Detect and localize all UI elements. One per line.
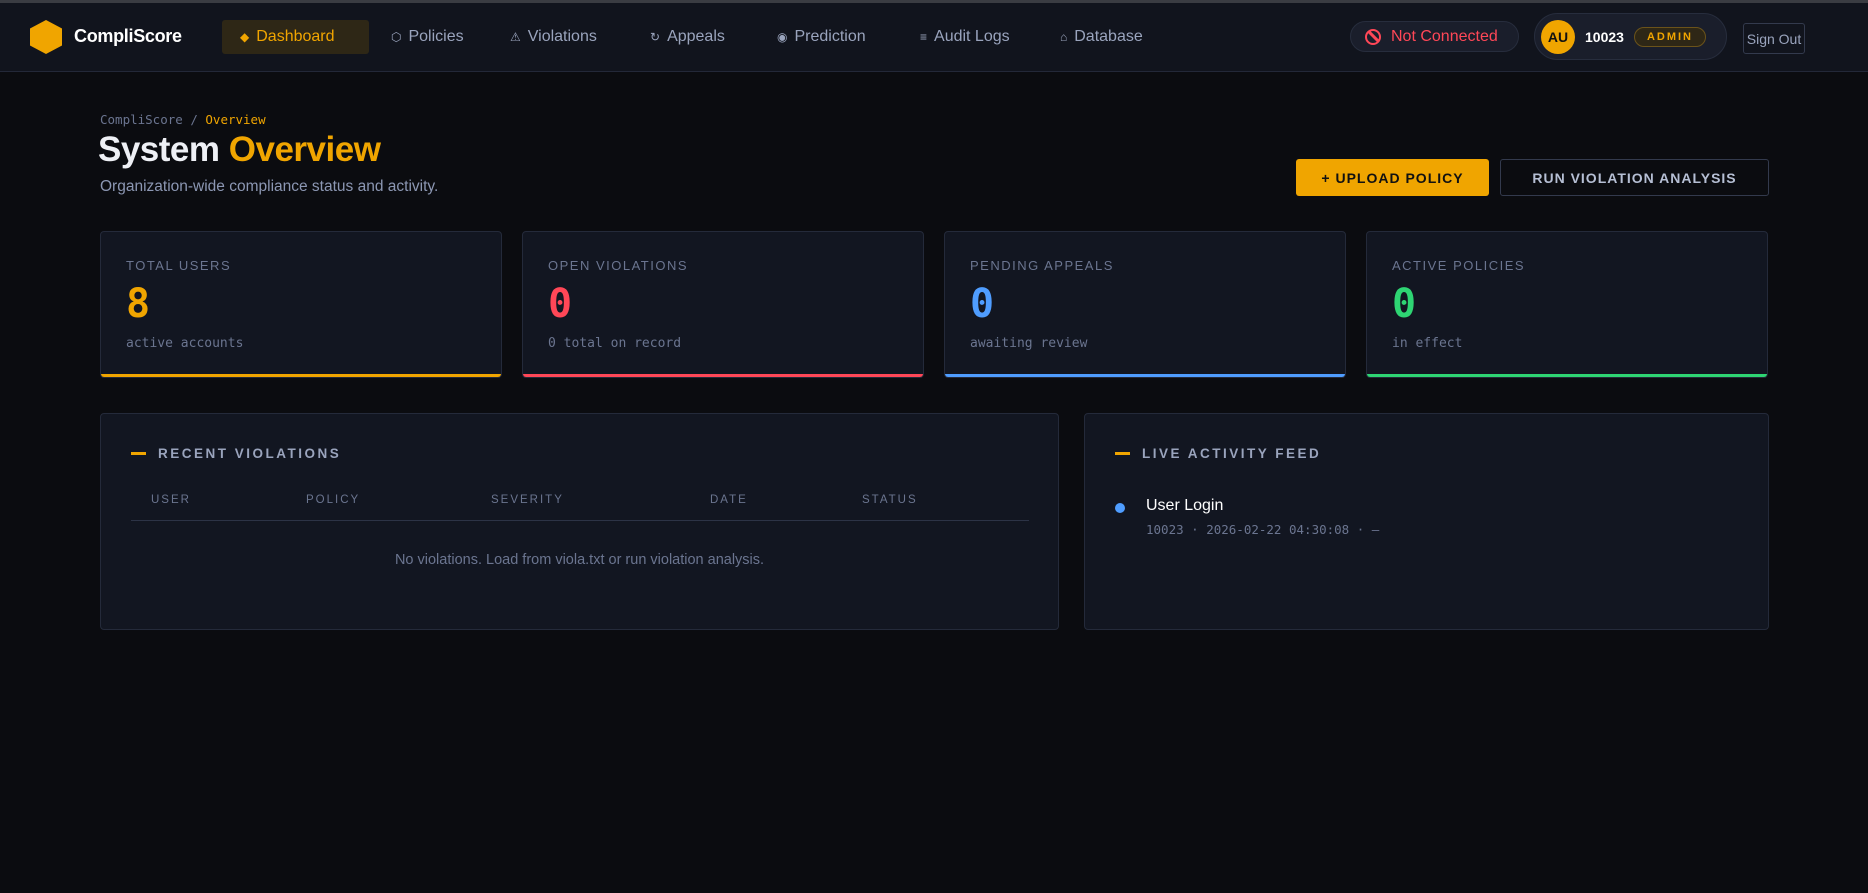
role-badge: ADMIN	[1633, 26, 1706, 47]
accent-bar	[945, 374, 1345, 377]
upload-policy-button[interactable]: + UPLOAD POLICY	[1296, 159, 1489, 196]
accent-bar	[1367, 374, 1767, 377]
dash-icon	[131, 452, 146, 455]
home-icon: ⌂	[1060, 30, 1068, 44]
target-icon: ◉	[777, 30, 788, 44]
empty-state-message: No violations. Load from viola.txt or ru…	[394, 552, 765, 568]
live-activity-feed-panel: LIVE ACTIVITY FEED User Login 10023 · 20…	[1084, 413, 1769, 630]
prohibited-icon	[1365, 28, 1381, 45]
accent-bar	[101, 374, 501, 377]
page-subtitle: Organization-wide compliance status and …	[100, 178, 439, 195]
nav-dashboard[interactable]: ◆ Dashboard	[222, 20, 369, 54]
stat-card-pending-appeals: PENDING APPEALS 0 awaiting review	[944, 231, 1346, 378]
logo-hexagon-icon	[30, 20, 62, 54]
panel-title: LIVE ACTIVITY FEED	[1115, 446, 1321, 461]
sign-out-button[interactable]: Sign Out	[1743, 23, 1805, 54]
stat-value: 8	[126, 281, 151, 327]
nav-audit-logs[interactable]: ≡ Audit Logs	[920, 28, 1010, 45]
stat-value: 0	[970, 281, 995, 327]
nav-policies[interactable]: ⬡ Policies	[391, 28, 464, 45]
nav-violations[interactable]: ⚠ Violations	[510, 28, 597, 45]
stat-card-open-violations: OPEN VIOLATIONS 0 0 total on record	[522, 231, 924, 378]
run-violation-analysis-button[interactable]: RUN VIOLATION ANALYSIS	[1500, 159, 1769, 196]
nav-prediction[interactable]: ◉ Prediction	[777, 28, 866, 45]
divider	[131, 520, 1029, 521]
dash-icon	[1115, 452, 1130, 455]
nav-database[interactable]: ⌂ Database	[1060, 28, 1143, 45]
breadcrumb-root[interactable]: CompliScore	[100, 112, 183, 127]
avatar: AU	[1541, 19, 1575, 54]
user-menu[interactable]: AU 10023 ADMIN	[1534, 13, 1727, 60]
stat-card-active-policies: ACTIVE POLICIES 0 in effect	[1366, 231, 1768, 378]
list-icon: ≡	[920, 30, 928, 44]
breadcrumb: CompliScore / Overview	[100, 112, 266, 127]
connection-status: Not Connected	[1350, 21, 1519, 52]
warning-icon: ⚠	[510, 30, 521, 44]
panel-title: RECENT VIOLATIONS	[131, 446, 341, 461]
top-navbar: CompliScore ◆ Dashboard ⬡ Policies ⚠ Violat…	[0, 3, 1868, 72]
status-dot-icon	[1115, 503, 1125, 513]
stat-value: 0	[548, 281, 573, 327]
column-header-user[interactable]: USER	[151, 494, 191, 506]
diamond-icon: ◆	[240, 30, 250, 44]
column-header-severity[interactable]: SEVERITY	[491, 494, 564, 506]
stat-card-total-users: TOTAL USERS 8 active accounts	[100, 231, 502, 378]
column-header-date[interactable]: DATE	[710, 494, 748, 506]
column-header-policy[interactable]: POLICY	[306, 494, 361, 506]
app-logo-text[interactable]: CompliScore	[74, 26, 182, 46]
user-id: 10023	[1585, 28, 1624, 45]
page-title: System Overview	[98, 130, 381, 169]
column-header-status[interactable]: STATUS	[862, 494, 918, 506]
nav-appeals[interactable]: ↻ Appeals	[650, 28, 725, 45]
breadcrumb-current: Overview	[205, 112, 266, 127]
hexagon-icon: ⬡	[391, 30, 402, 44]
window-top-border	[0, 0, 1868, 3]
stat-value: 0	[1392, 281, 1417, 327]
recent-violations-panel: RECENT VIOLATIONS USER POLICY SEVERITY D…	[100, 413, 1059, 630]
refresh-icon: ↻	[650, 30, 661, 44]
accent-bar	[523, 374, 923, 377]
